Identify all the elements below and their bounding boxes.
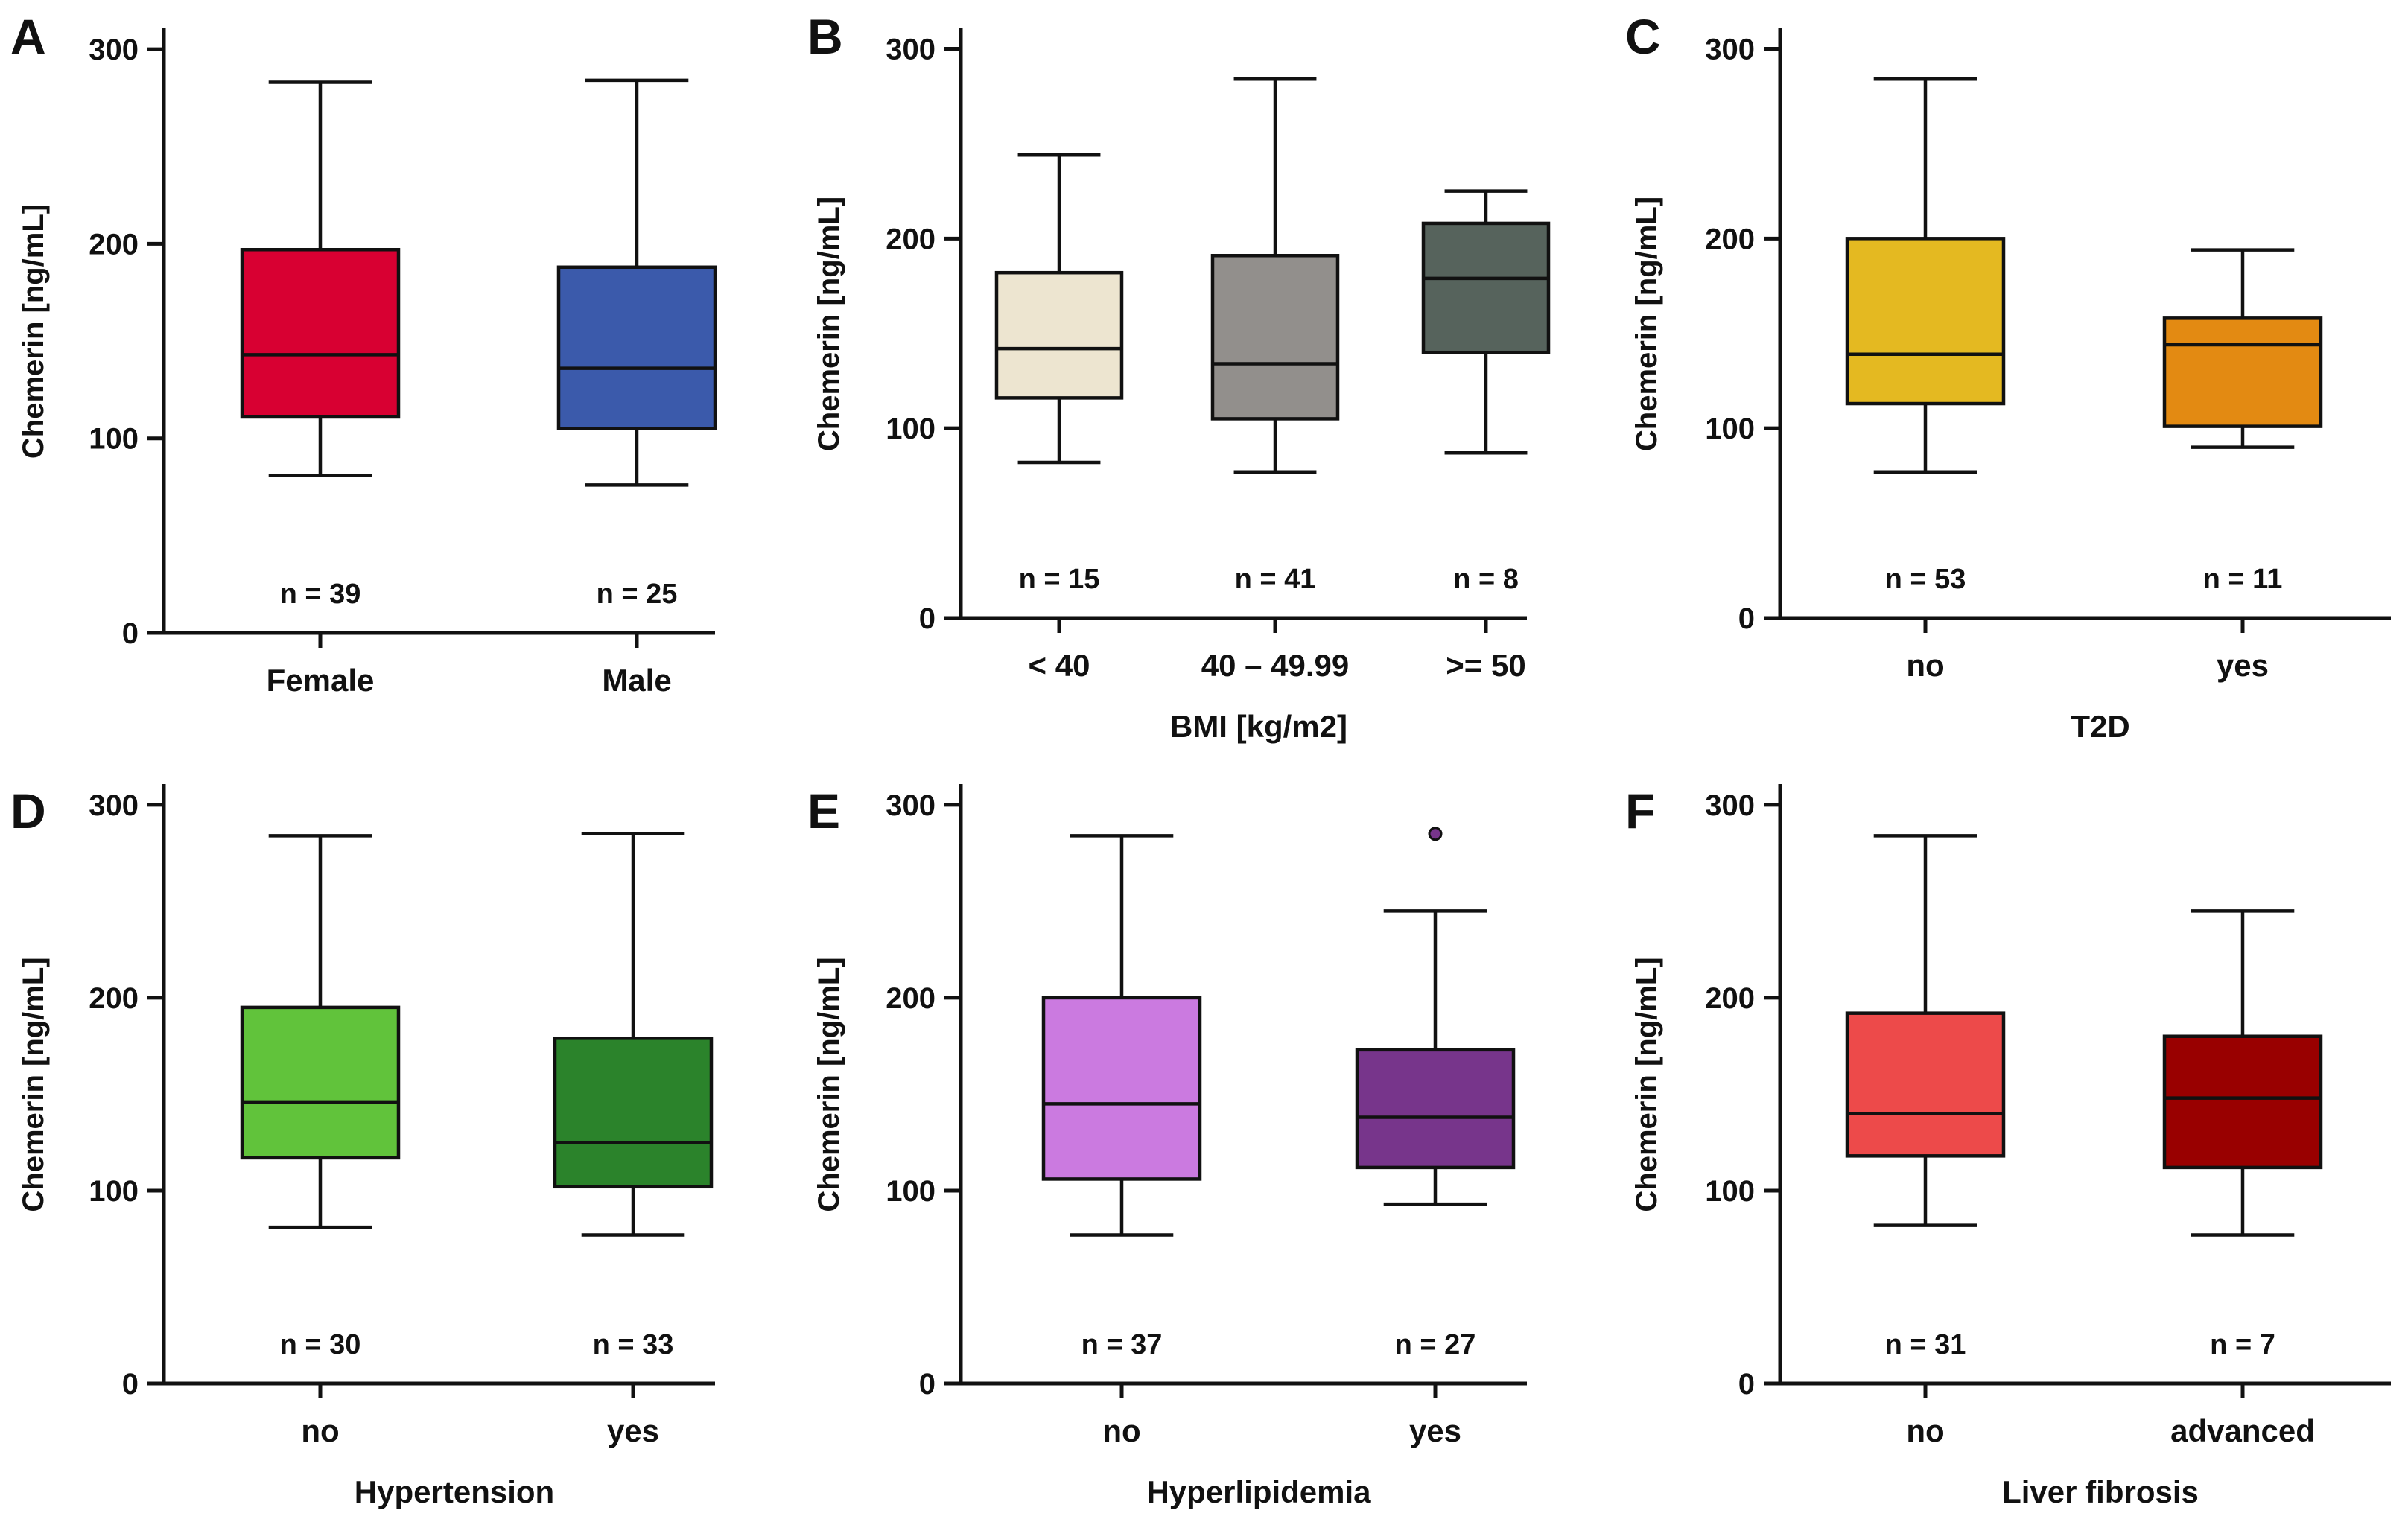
panel-e-category-label: yes xyxy=(1409,1413,1461,1448)
panel-a-y-axis-title: Chemerin [ng/mL] xyxy=(17,204,50,459)
panel-b-y-axis-title: Chemerin [ng/mL] xyxy=(813,197,845,451)
panel-b-box xyxy=(1210,254,1340,421)
panel-a-category-label: Female xyxy=(267,663,375,698)
panel-e-n-label: n = 27 xyxy=(1395,1329,1476,1360)
panel-f-n-label: n = 7 xyxy=(2210,1329,2275,1360)
panel-f-x-axis-title: Liver fibrosis xyxy=(2002,1474,2199,1509)
panel-d-y-tick-label: 200 xyxy=(89,982,139,1015)
panel-a-y-tick-label: 200 xyxy=(89,228,139,261)
panel-d-box xyxy=(240,1005,401,1160)
panel-e-y-tick-label: 0 xyxy=(919,1368,935,1401)
panel-f-category-label: no xyxy=(1906,1413,1944,1448)
panel-a-y-tick-label: 300 xyxy=(89,34,139,66)
panel-a-y-tick-label: 100 xyxy=(89,423,139,456)
panel-c-box xyxy=(1845,237,2006,406)
panel-f-y-tick-label: 100 xyxy=(1705,1175,1755,1208)
panel-f-box xyxy=(1845,1011,2006,1158)
panel-c-n-label: n = 53 xyxy=(1885,564,1966,595)
panel-e-y-tick-label: 100 xyxy=(886,1175,935,1208)
panel-c-y-axis-title: Chemerin [ng/mL] xyxy=(1630,197,1663,451)
panel-b-y-tick-label: 300 xyxy=(886,33,935,66)
panel-b-y-tick-label: 200 xyxy=(886,223,935,255)
panel-e-box xyxy=(1041,996,1202,1181)
panel-d-y-tick-label: 300 xyxy=(89,789,139,822)
panel-f-y-axis-title: Chemerin [ng/mL] xyxy=(1630,957,1663,1211)
panel-a-category-label: Male xyxy=(602,663,671,698)
panel-a-n-label: n = 39 xyxy=(280,579,361,610)
panel-e-y-tick-label: 200 xyxy=(886,982,935,1015)
panel-d-letter: D xyxy=(10,783,46,838)
panel-d-x-axis-title: Hypertension xyxy=(355,1474,554,1509)
panel-c-y-tick-label: 100 xyxy=(1705,413,1755,445)
panel-c-category-label: no xyxy=(1906,648,1944,683)
panel-e-y-axis-title: Chemerin [ng/mL] xyxy=(813,957,845,1211)
panel-b-x-axis-title: BMI [kg/m2] xyxy=(1170,709,1347,744)
panel-a-letter: A xyxy=(10,9,46,64)
panel-e-x-axis-title: Hyperlipidemia xyxy=(1146,1474,1371,1509)
panel-b-category-label: >= 50 xyxy=(1446,648,1525,683)
panel-d-n-label: n = 30 xyxy=(280,1329,361,1360)
panel-c-n-label: n = 11 xyxy=(2203,564,2283,595)
panel-c-category-label: yes xyxy=(2217,648,2269,683)
panel-b-box xyxy=(994,270,1124,400)
panel-b-n-label: n = 8 xyxy=(1453,564,1519,595)
panel-a-n-label: n = 25 xyxy=(597,579,678,610)
panel-f-category-label: advanced xyxy=(2170,1413,2315,1448)
panel-f-box xyxy=(2162,1034,2323,1170)
panel-d-category-label: no xyxy=(301,1413,339,1448)
panel-b-box xyxy=(1421,221,1551,354)
panel-f-y-tick-label: 200 xyxy=(1705,982,1755,1015)
panel-e-n-label: n = 37 xyxy=(1081,1329,1163,1360)
panel-f-n-label: n = 31 xyxy=(1885,1329,1966,1360)
panel-c-y-tick-label: 0 xyxy=(1738,602,1755,635)
panel-b-n-label: n = 15 xyxy=(1019,564,1100,595)
panel-b-category-label: < 40 xyxy=(1029,648,1090,683)
panel-f-letter: F xyxy=(1625,783,1655,838)
panel-d-box xyxy=(553,1037,714,1189)
panel-e-category-label: no xyxy=(1102,1413,1140,1448)
panel-d-y-axis-title: Chemerin [ng/mL] xyxy=(17,957,50,1211)
panel-d-y-tick-label: 100 xyxy=(89,1175,139,1208)
panel-c-box xyxy=(2162,316,2323,428)
panel-e-box xyxy=(1355,1048,1516,1170)
panel-b-n-label: n = 41 xyxy=(1235,564,1316,595)
panel-d-category-label: yes xyxy=(607,1413,659,1448)
panel-a-box xyxy=(556,265,717,430)
panel-b-y-tick-label: 0 xyxy=(919,602,935,635)
panel-e-outlier-point xyxy=(1428,827,1443,841)
panel-f-y-tick-label: 300 xyxy=(1705,789,1755,822)
panel-c-y-tick-label: 200 xyxy=(1705,223,1755,255)
panel-a-y-tick-label: 0 xyxy=(122,617,139,650)
panel-b-letter: B xyxy=(807,9,843,64)
panel-f-y-tick-label: 0 xyxy=(1738,1368,1755,1401)
panel-b-category-label: 40 – 49.99 xyxy=(1201,648,1350,683)
panel-a-box xyxy=(240,248,401,419)
panel-d-y-tick-label: 0 xyxy=(122,1368,139,1401)
panel-e-letter: E xyxy=(807,783,840,838)
panel-c-letter: C xyxy=(1625,9,1661,64)
panel-c-x-axis-title: T2D xyxy=(2071,709,2129,744)
panel-c-y-tick-label: 300 xyxy=(1705,33,1755,66)
panel-b-y-tick-label: 100 xyxy=(886,413,935,445)
panel-e-y-tick-label: 300 xyxy=(886,789,935,822)
panel-d-n-label: n = 33 xyxy=(593,1329,674,1360)
